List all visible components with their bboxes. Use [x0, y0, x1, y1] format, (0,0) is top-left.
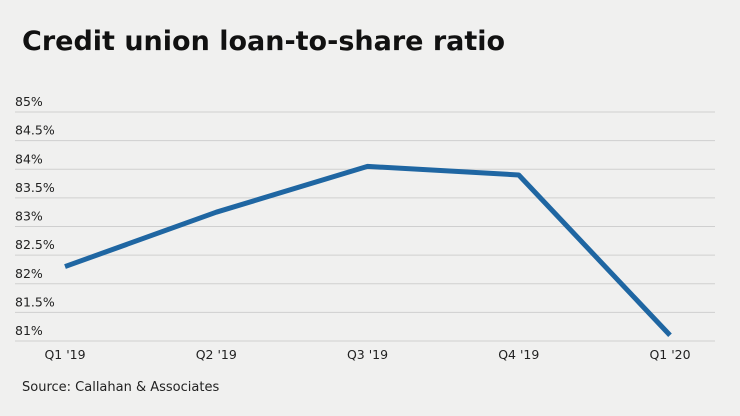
y-tick-label: 84%	[15, 151, 43, 166]
y-tick-label: 85%	[15, 94, 43, 109]
y-tick-label: 81%	[15, 323, 43, 338]
x-tick-label: Q2 '19	[196, 347, 237, 362]
y-tick-label: 82%	[15, 266, 43, 281]
source-note: Source: Callahan & Associates	[22, 380, 219, 395]
y-tick-label: 84.5%	[15, 123, 55, 138]
y-tick-label: 83%	[15, 209, 43, 224]
chart-title: Credit union loan-to-share ratio	[22, 26, 505, 57]
y-tick-label: 83.5%	[15, 180, 55, 195]
x-tick-label: Q1 '19	[44, 347, 85, 362]
y-tick-label: 81.5%	[15, 294, 55, 309]
data-line	[64, 163, 672, 337]
x-tick-label: Q3 '19	[347, 347, 388, 362]
x-tick-label: Q4 '19	[498, 347, 539, 362]
y-tick-label: 82.5%	[15, 237, 55, 252]
x-tick-label: Q1 '20	[649, 347, 690, 362]
